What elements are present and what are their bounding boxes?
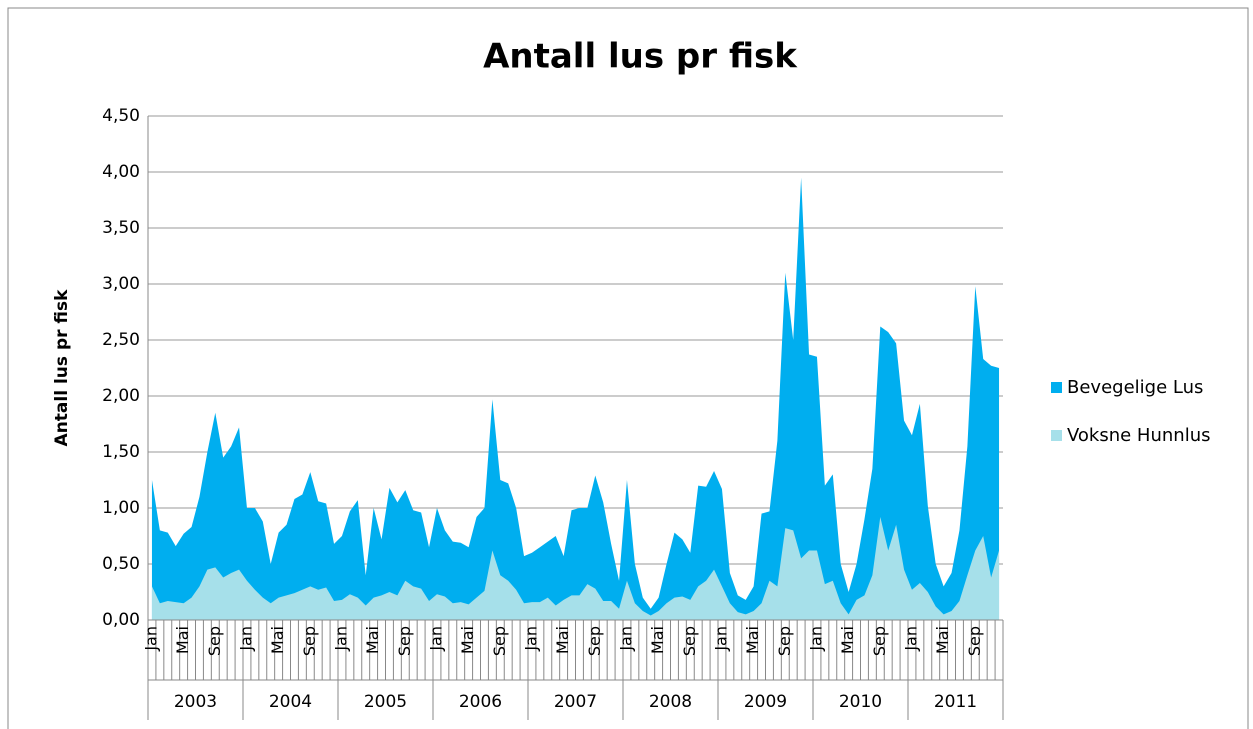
legend-swatch: [1051, 382, 1062, 393]
x-tick-label: Mai: [363, 626, 382, 654]
x-tick-label: Jan: [521, 626, 540, 652]
y-tick-label: 1,00: [102, 498, 140, 518]
x-tick-label: Jan: [901, 626, 920, 652]
x-tick-label: Mai: [933, 626, 952, 654]
x-tick-label: Jan: [616, 626, 635, 652]
x-tick-label: Jan: [331, 626, 350, 652]
area: [151, 516, 1000, 620]
x-tick-label: Mai: [173, 626, 192, 654]
x-tick-label: Mai: [458, 626, 477, 654]
x-tick-label: Sep: [870, 626, 889, 656]
x-tick-label: Mai: [648, 626, 667, 654]
year-label: 2004: [269, 692, 312, 712]
legend-label: Voksne Hunnlus: [1067, 425, 1210, 446]
x-tick-label: Jan: [806, 626, 825, 652]
x-tick-label: Sep: [775, 626, 794, 656]
year-label: 2011: [934, 692, 977, 712]
legend-swatch: [1051, 430, 1062, 441]
y-tick-label: 4,50: [102, 106, 140, 126]
y-tick-label: 3,50: [102, 218, 140, 238]
year-label: 2010: [839, 692, 882, 712]
y-axis-label: Antall lus pr fisk: [52, 289, 72, 447]
y-tick-label: 1,50: [102, 442, 140, 462]
year-label: 2006: [459, 692, 502, 712]
x-tick-label: Mai: [838, 626, 857, 654]
y-tick-label: 2,50: [102, 330, 140, 350]
x-tick-label: Jan: [141, 626, 160, 652]
x-tick-label: Sep: [680, 626, 699, 656]
x-tick-label: Jan: [426, 626, 445, 652]
y-tick-label: 2,00: [102, 386, 140, 406]
x-tick-label: Mai: [268, 626, 287, 654]
x-tick-label: Sep: [395, 626, 414, 656]
chart-border: [7, 7, 1249, 729]
legend-label: Bevegelige Lus: [1067, 377, 1203, 398]
x-tick-label: Sep: [205, 626, 224, 656]
year-label: 2009: [744, 692, 787, 712]
x-tick-label: Sep: [490, 626, 509, 656]
chart-title: Antall lus pr fisk: [483, 37, 798, 77]
y-tick-label: 4,00: [102, 162, 140, 182]
y-tick-label: 0,50: [102, 554, 140, 574]
x-tick-label: Mai: [743, 626, 762, 654]
y-tick-label: 3,00: [102, 274, 140, 294]
x-tick-label: Mai: [553, 626, 572, 654]
year-label: 2005: [364, 692, 407, 712]
x-tick-label: Jan: [711, 626, 730, 652]
x-tick-label: Sep: [585, 626, 604, 656]
x-tick-label: Sep: [300, 626, 319, 656]
x-tick-label: Sep: [965, 626, 984, 656]
y-tick-label: 0,00: [102, 610, 140, 630]
year-label: 2007: [554, 692, 597, 712]
x-tick-label: Jan: [236, 626, 255, 652]
area: [151, 177, 1000, 620]
year-label: 2003: [174, 692, 217, 712]
year-label: 2008: [649, 692, 692, 712]
